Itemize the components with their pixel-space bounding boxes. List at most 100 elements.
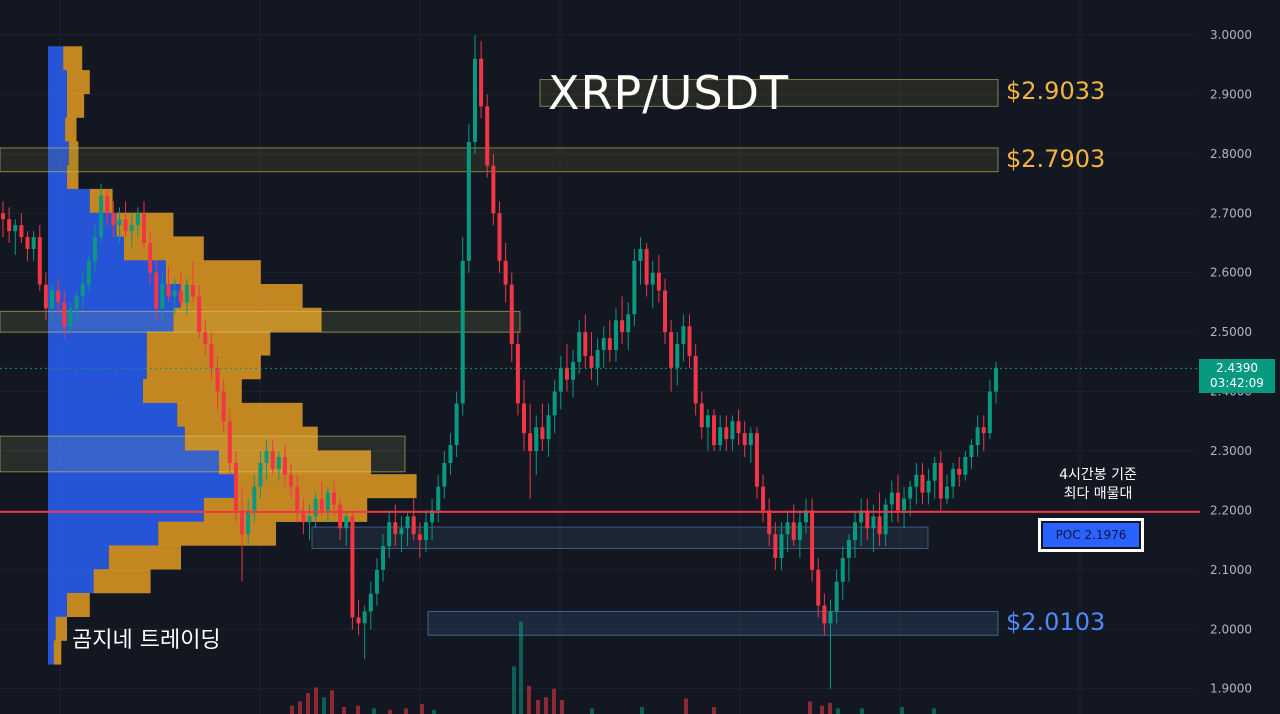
candle-body [613, 320, 618, 350]
candle-body [423, 522, 428, 541]
candle-body [540, 427, 545, 440]
candle-body [68, 308, 73, 327]
candle-body [638, 248, 643, 261]
last-price-badge: 2.4390 03:42:09 [1199, 359, 1275, 393]
volume-profile-buy [48, 165, 67, 190]
candle-body [442, 462, 447, 487]
y-tick-label: 2.8000 [1210, 147, 1252, 161]
volume-profile-sell [203, 497, 368, 522]
candle-body [387, 522, 392, 547]
candle-body [405, 516, 410, 529]
volume-profile-buy [48, 188, 90, 213]
candle-body [779, 534, 784, 558]
candle-body [86, 260, 91, 285]
candle-body [374, 569, 379, 594]
candle-body [276, 456, 281, 469]
candle-body [754, 433, 759, 487]
volume-bar [388, 709, 392, 714]
level-label-2-0103: $2.0103 [1006, 608, 1106, 637]
y-tick-label: 2.2000 [1210, 503, 1252, 517]
candle-body [117, 219, 122, 226]
candle-body [344, 516, 349, 529]
candle-body [31, 237, 36, 249]
volume-profile-buy [48, 236, 124, 261]
poc-label: POC 2.1976 [1043, 523, 1139, 547]
candle-body [681, 326, 686, 345]
volume-bar [306, 693, 310, 714]
volume-profile-buy [48, 426, 185, 451]
candle-body [509, 284, 514, 345]
candle-body [485, 106, 490, 166]
candle-body [810, 510, 815, 570]
candle-body [693, 355, 698, 404]
level-label-2-9033: $2.9033 [1006, 77, 1106, 106]
candle-body [472, 58, 477, 142]
volume-bar [836, 708, 840, 714]
candle-body [926, 480, 931, 493]
candle-body [338, 504, 343, 529]
candle-body [350, 516, 355, 618]
candle-body [289, 474, 294, 487]
y-tick-label: 3.0000 [1210, 28, 1252, 42]
candle-body [712, 415, 717, 446]
candle-body [497, 213, 502, 261]
level-label-2-7903: $2.7903 [1006, 144, 1106, 173]
volume-profile-sell [53, 640, 62, 665]
volume-bar [519, 621, 523, 714]
volume-profile-sell [146, 355, 261, 380]
candle-body [295, 486, 300, 511]
candle-body [938, 462, 943, 499]
candle-body [528, 433, 533, 452]
candle-body [184, 284, 189, 303]
candle-body [479, 58, 484, 107]
y-tick-label: 2.9000 [1210, 87, 1252, 101]
candle-body [105, 195, 110, 214]
candle-body [601, 338, 606, 350]
candle-body [62, 302, 67, 327]
poc-note-line1: 4시간봉 기준 [1059, 467, 1137, 483]
poc-annotation: 4시간봉 기준 최다 매물대 [1040, 466, 1156, 504]
candle-body [460, 260, 465, 404]
candle-body [571, 361, 576, 380]
volume-profile-sell [63, 46, 83, 71]
volume-profile-sell [93, 569, 151, 594]
volume-profile-sell [165, 260, 261, 285]
candle-body [871, 516, 876, 529]
y-tick-label: 1.9000 [1210, 682, 1252, 696]
candle-body [718, 427, 723, 446]
volume-profile-buy [48, 260, 166, 285]
candle-body [626, 314, 631, 333]
candle-body [209, 344, 214, 368]
poc-note-line2: 최다 매물대 [1063, 486, 1133, 502]
candle-body [43, 284, 48, 309]
volume-bar [552, 688, 556, 714]
candle-body [761, 486, 766, 511]
candle-body [908, 486, 913, 499]
candle-body [319, 498, 324, 511]
volume-profile-buy [48, 117, 66, 142]
volume-profile-sell [181, 283, 303, 308]
volume-bars [290, 621, 936, 714]
volume-profile-buy [48, 141, 69, 166]
candle-body [767, 510, 772, 535]
candle-body [381, 546, 386, 570]
candle-body [191, 284, 196, 297]
candle-body [399, 528, 404, 535]
price-zone [0, 310, 521, 333]
volume-profile-sell [55, 616, 67, 641]
candle-body [895, 492, 900, 511]
candle-body [730, 421, 735, 440]
volume-profile-buy [48, 545, 109, 570]
candle-body [417, 534, 422, 541]
volume-bar [900, 707, 904, 714]
volume-profile-sell [65, 117, 77, 142]
candle-body [56, 290, 61, 303]
candle-body [705, 415, 710, 428]
candle-body [258, 462, 263, 487]
candle-body [589, 355, 594, 368]
candle-body [240, 510, 245, 535]
volume-bar [330, 690, 334, 714]
candle-body [37, 237, 42, 285]
candle-body [454, 403, 459, 446]
